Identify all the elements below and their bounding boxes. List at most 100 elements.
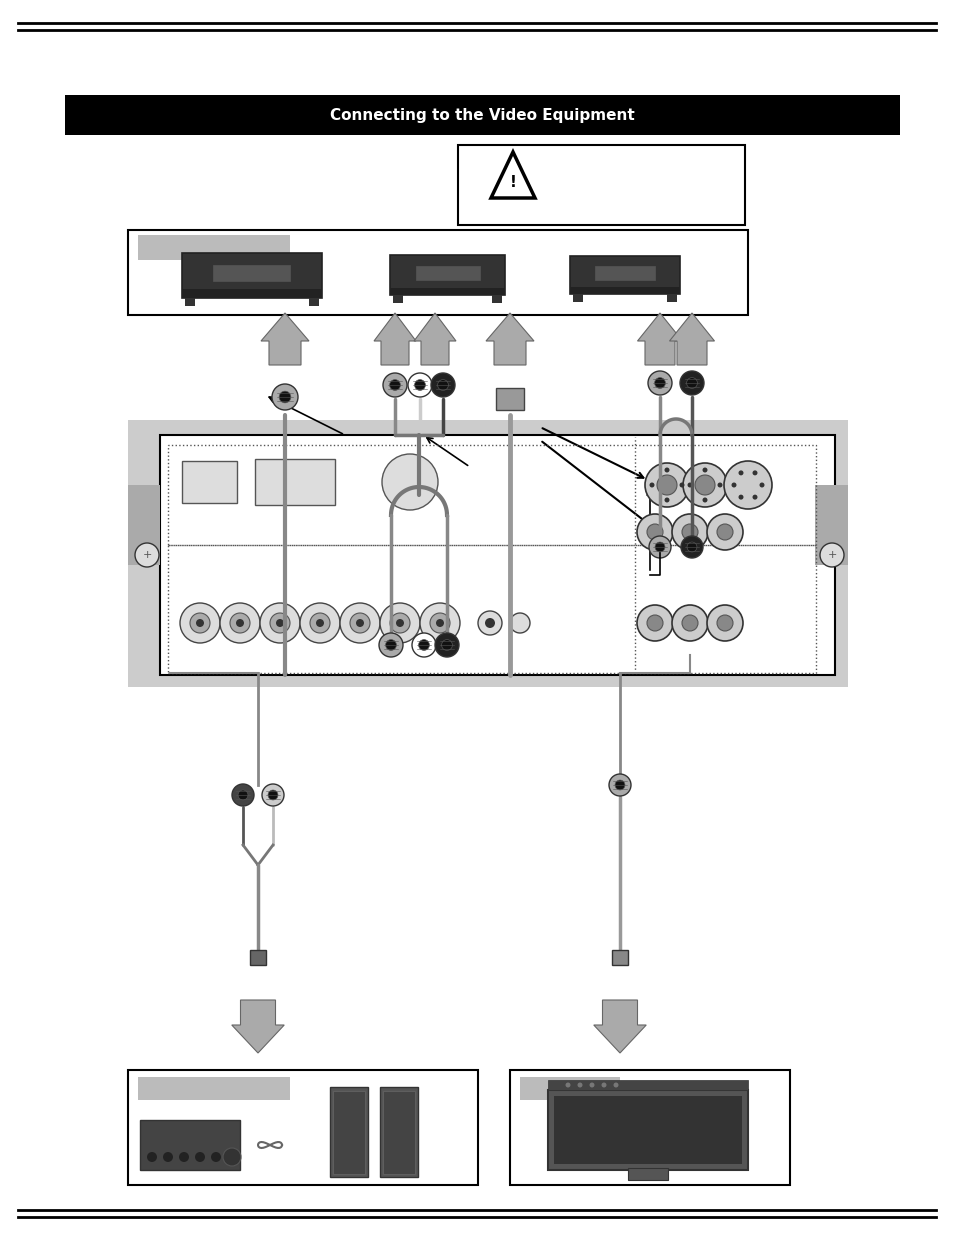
Bar	[382, 1091, 415, 1174]
Circle shape	[687, 483, 692, 488]
Circle shape	[418, 640, 429, 651]
Circle shape	[738, 471, 742, 475]
Bar	[185, 298, 194, 305]
Circle shape	[310, 613, 330, 634]
Bar	[182, 252, 322, 298]
Bar	[379, 1087, 417, 1177]
Circle shape	[682, 463, 726, 508]
Circle shape	[680, 536, 702, 558]
Bar	[510, 1070, 789, 1186]
Bar	[569, 288, 679, 294]
Bar	[547, 1091, 747, 1170]
Circle shape	[752, 471, 757, 475]
Circle shape	[706, 514, 742, 550]
Circle shape	[355, 619, 364, 627]
Circle shape	[644, 463, 688, 508]
Circle shape	[686, 378, 697, 388]
Bar	[814, 485, 847, 564]
Bar	[138, 1077, 290, 1100]
Bar	[547, 1079, 747, 1091]
Bar	[160, 435, 834, 676]
Circle shape	[385, 640, 396, 651]
Bar	[254, 459, 335, 505]
Circle shape	[223, 1149, 241, 1166]
Circle shape	[430, 613, 450, 634]
Circle shape	[382, 373, 407, 396]
Circle shape	[752, 495, 757, 500]
Circle shape	[180, 603, 220, 643]
Circle shape	[275, 619, 284, 627]
Circle shape	[381, 454, 437, 510]
Circle shape	[378, 634, 402, 657]
Circle shape	[415, 379, 425, 390]
Circle shape	[701, 498, 707, 503]
Circle shape	[147, 1152, 157, 1162]
Bar	[594, 267, 655, 279]
Circle shape	[350, 613, 370, 634]
Bar	[390, 288, 505, 295]
Circle shape	[279, 391, 291, 403]
Bar	[168, 545, 815, 673]
Circle shape	[379, 603, 419, 643]
Text: +: +	[826, 550, 836, 559]
Bar	[612, 950, 627, 965]
Bar	[390, 254, 505, 295]
Bar	[457, 144, 744, 225]
Circle shape	[637, 605, 672, 641]
Bar	[250, 950, 266, 965]
Circle shape	[647, 370, 671, 395]
Bar	[554, 1095, 741, 1165]
Circle shape	[681, 615, 698, 631]
Circle shape	[272, 384, 297, 410]
Bar	[309, 298, 318, 305]
Bar	[496, 388, 523, 410]
Bar	[128, 1070, 477, 1186]
Bar	[138, 235, 290, 261]
Bar	[182, 461, 236, 503]
Circle shape	[437, 379, 448, 390]
Circle shape	[477, 611, 501, 635]
Circle shape	[232, 784, 253, 806]
Circle shape	[686, 542, 697, 552]
FancyArrow shape	[593, 1000, 645, 1053]
Circle shape	[657, 475, 677, 495]
Circle shape	[431, 373, 455, 396]
Circle shape	[681, 524, 698, 540]
Circle shape	[270, 613, 290, 634]
Circle shape	[510, 613, 530, 634]
Bar	[168, 445, 815, 545]
Circle shape	[679, 483, 684, 488]
Text: Connecting to the Video Equipment: Connecting to the Video Equipment	[330, 107, 634, 122]
Circle shape	[262, 784, 284, 806]
Circle shape	[655, 542, 664, 552]
Text: !: !	[509, 174, 516, 189]
Circle shape	[646, 524, 662, 540]
Circle shape	[135, 543, 159, 567]
Circle shape	[615, 781, 624, 790]
Circle shape	[608, 774, 630, 797]
Circle shape	[648, 536, 670, 558]
Bar	[182, 289, 322, 298]
Bar	[666, 294, 677, 303]
Circle shape	[646, 615, 662, 631]
Circle shape	[194, 1152, 205, 1162]
Circle shape	[299, 603, 339, 643]
Circle shape	[436, 619, 443, 627]
Circle shape	[664, 498, 669, 503]
Circle shape	[260, 603, 299, 643]
Circle shape	[315, 619, 324, 627]
FancyArrow shape	[232, 1000, 284, 1053]
Circle shape	[220, 603, 260, 643]
Circle shape	[738, 495, 742, 500]
Circle shape	[706, 605, 742, 641]
Bar	[330, 1087, 368, 1177]
Circle shape	[268, 790, 277, 800]
FancyArrow shape	[485, 312, 534, 366]
Circle shape	[577, 1083, 582, 1088]
Circle shape	[671, 514, 707, 550]
Circle shape	[389, 379, 400, 390]
Circle shape	[695, 475, 714, 495]
Circle shape	[211, 1152, 221, 1162]
Circle shape	[230, 613, 250, 634]
Circle shape	[701, 468, 707, 473]
